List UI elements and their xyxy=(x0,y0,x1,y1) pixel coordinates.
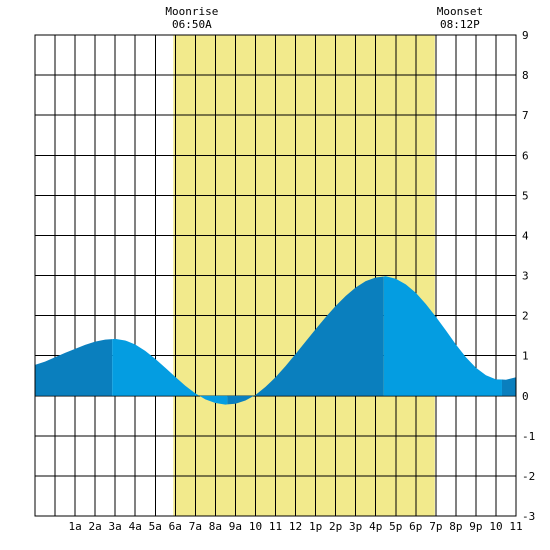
y-tick-label: 0 xyxy=(522,390,529,403)
x-tick-label: 4p xyxy=(369,520,382,533)
tide-area-falling xyxy=(112,338,228,405)
y-tick-label: 2 xyxy=(522,310,529,323)
y-tick-label: 4 xyxy=(522,229,529,242)
tide-area-rising xyxy=(35,339,113,396)
moonrise-time: 06:50A xyxy=(172,18,212,31)
y-tick-label: -2 xyxy=(522,470,535,483)
y-tick-label: 8 xyxy=(522,69,529,82)
x-tick-label: 11 xyxy=(269,520,282,533)
y-tick-label: 7 xyxy=(522,109,529,122)
y-tick-label: -1 xyxy=(522,430,535,443)
tide-area-rising xyxy=(501,373,516,396)
y-tick-label: -3 xyxy=(522,510,535,523)
x-tick-label: 1p xyxy=(309,520,322,533)
tide-area-rising xyxy=(227,276,384,405)
x-tick-label: 8a xyxy=(209,520,222,533)
y-tick-label: 5 xyxy=(522,189,529,202)
x-tick-label: 6a xyxy=(169,520,182,533)
x-tick-label: 1a xyxy=(68,520,81,533)
plot-frame xyxy=(34,34,517,517)
x-tick-label: 2p xyxy=(329,520,342,533)
moonrise-label: Moonrise xyxy=(165,5,218,18)
y-tick-label: 6 xyxy=(522,149,529,162)
x-tick-label: 2a xyxy=(89,520,102,533)
x-tick-label: 9p xyxy=(469,520,482,533)
x-tick-label: 7a xyxy=(189,520,202,533)
x-tick-label: 7p xyxy=(429,520,442,533)
x-tick-label: 11 xyxy=(509,520,522,533)
x-tick-label: 12 xyxy=(289,520,302,533)
x-tick-label: 9a xyxy=(229,520,242,533)
x-tick-label: 10 xyxy=(249,520,262,533)
tide-area-falling xyxy=(383,276,502,396)
x-tick-label: 4a xyxy=(129,520,142,533)
y-tick-label: 1 xyxy=(522,350,529,363)
x-tick-label: 3a xyxy=(109,520,122,533)
x-tick-label: 10 xyxy=(489,520,502,533)
x-tick-label: 5a xyxy=(149,520,162,533)
y-tick-label: 9 xyxy=(522,29,529,42)
y-tick-label: 3 xyxy=(522,270,529,283)
x-tick-label: 5p xyxy=(389,520,402,533)
x-tick-label: 8p xyxy=(449,520,462,533)
x-tick-label: 3p xyxy=(349,520,362,533)
x-tick-label: 6p xyxy=(409,520,422,533)
moonset-time: 08:12P xyxy=(440,18,480,31)
moonset-label: Moonset xyxy=(437,5,483,18)
